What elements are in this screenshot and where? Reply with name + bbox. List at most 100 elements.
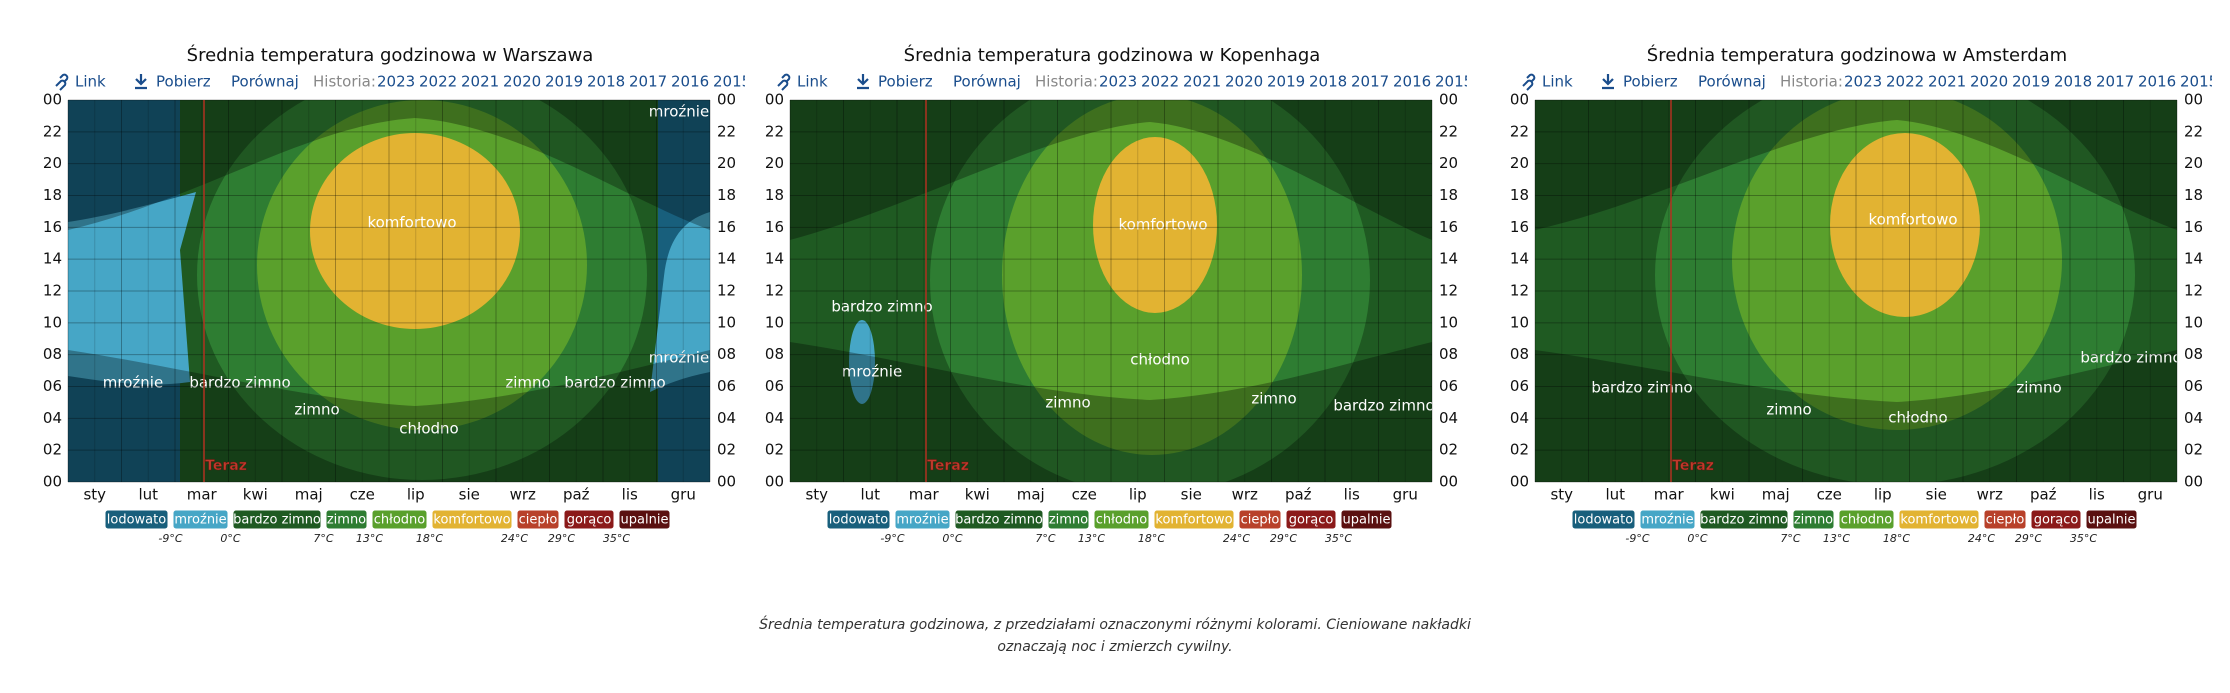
- y-tick-label: 20: [43, 154, 62, 172]
- threshold-label: 24°C: [1968, 532, 1995, 545]
- region-label: zimno: [1045, 394, 1090, 412]
- threshold-label: 18°C: [1883, 532, 1910, 545]
- history-year[interactable]: 2019: [2012, 73, 2050, 91]
- y-tick-label: 00: [1510, 91, 1529, 109]
- history-year[interactable]: 2019: [545, 73, 583, 91]
- legend-swatch: [1285, 509, 1337, 530]
- toolbar-compare[interactable]: Porównaj: [231, 73, 299, 91]
- history-year[interactable]: 2018: [2054, 73, 2092, 91]
- download-icon: [1602, 74, 1614, 90]
- history-label: Historia:: [1780, 73, 1843, 91]
- y2-tick-label: 18: [717, 186, 736, 204]
- legend-swatch: [563, 509, 615, 530]
- x-tick-label: paź: [1285, 486, 1312, 504]
- history-year[interactable]: 2019: [1267, 73, 1305, 91]
- history-year[interactable]: 2016: [671, 73, 709, 91]
- y-tick-label: 12: [765, 282, 784, 300]
- y2-tick-label: 16: [1439, 218, 1458, 236]
- history-year[interactable]: 2020: [1225, 73, 1263, 91]
- history-year[interactable]: 2022: [1141, 73, 1179, 91]
- history-year[interactable]: 2021: [1183, 73, 1221, 91]
- x-tick-label: sty: [83, 486, 106, 504]
- x-tick-label: mar: [187, 486, 218, 504]
- legend-swatch: [1792, 509, 1835, 530]
- x-tick-label: cze: [350, 486, 375, 504]
- download-icon: [135, 74, 147, 90]
- history-year[interactable]: 2018: [1309, 73, 1347, 91]
- history-year[interactable]: 2017: [2096, 73, 2134, 91]
- download-icon: [857, 74, 869, 90]
- legend-swatch: [1983, 509, 2027, 530]
- legend-label: bardzo zimno: [955, 513, 1043, 528]
- toolbar-link[interactable]: Link: [797, 73, 828, 91]
- history-year[interactable]: 2023: [1099, 73, 1137, 91]
- legend-label: lodowato: [829, 513, 888, 528]
- legend-label: ciepło: [1241, 513, 1280, 528]
- history-year[interactable]: 2015: [1435, 73, 1473, 91]
- history-year[interactable]: 2023: [1844, 73, 1882, 91]
- history-year[interactable]: 2015: [713, 73, 751, 91]
- toolbar-link[interactable]: Link: [75, 73, 106, 91]
- chart-panel: bardzo zimno mroźnie zimno chłodno komfo…: [722, 0, 1473, 580]
- legend-label: chłodno: [1841, 513, 1893, 528]
- y2-tick-label: 00: [717, 91, 736, 109]
- y-tick-label: 14: [765, 250, 784, 268]
- y-tick-label: 18: [1510, 186, 1529, 204]
- y2-tick-label: 06: [1439, 377, 1458, 395]
- history-year[interactable]: 2016: [2138, 73, 2176, 91]
- history-year[interactable]: 2020: [1970, 73, 2008, 91]
- legend-swatch: [1898, 509, 1980, 530]
- y2-tick-label: 04: [2184, 409, 2203, 427]
- legend-swatch: [1093, 509, 1150, 530]
- history-year[interactable]: 2022: [419, 73, 457, 91]
- history-year[interactable]: 2021: [1928, 73, 1966, 91]
- region-label: chłodno: [399, 420, 458, 438]
- legend-label: upalnie: [1343, 513, 1391, 528]
- toolbar-compare[interactable]: Porównaj: [953, 73, 1021, 91]
- toolbar-link[interactable]: Link: [1542, 73, 1573, 91]
- y-tick-label: 22: [765, 122, 784, 140]
- history-year[interactable]: 2018: [587, 73, 625, 91]
- y2-tick-label: 12: [717, 282, 736, 300]
- x-tick-label: lut: [1605, 486, 1625, 504]
- history-year[interactable]: 2023: [377, 73, 415, 91]
- history-year[interactable]: 2020: [503, 73, 541, 91]
- y2-tick-label: 10: [1439, 313, 1458, 331]
- y-tick-label: 10: [43, 313, 62, 331]
- legend-label: komfortowo: [433, 513, 510, 528]
- x-tick-label: paź: [563, 486, 590, 504]
- history-year[interactable]: 2015: [2180, 73, 2218, 91]
- threshold-label: 18°C: [416, 532, 443, 545]
- now-label: Teraz: [205, 458, 247, 474]
- threshold-label: 24°C: [501, 532, 528, 545]
- history-year[interactable]: 2017: [1351, 73, 1389, 91]
- region-label: chłodno: [1888, 409, 1947, 427]
- x-tick-label: cze: [1817, 486, 1842, 504]
- chart-panel: bardzo zimno zimno chłodno komfortowo zi…: [1467, 0, 2218, 580]
- legend-swatch: [826, 509, 891, 530]
- y2-tick-label: 16: [2184, 218, 2203, 236]
- region-label: zimno: [2016, 379, 2061, 397]
- toolbar-download[interactable]: Pobierz: [156, 73, 211, 91]
- history-label: Historia:: [1035, 73, 1098, 91]
- toolbar-download[interactable]: Pobierz: [878, 73, 933, 91]
- legend-label: lodowato: [1574, 513, 1633, 528]
- y-tick-label: 14: [43, 250, 62, 268]
- x-tick-label: lip: [407, 486, 425, 504]
- legend-swatch: [431, 509, 513, 530]
- toolbar-download[interactable]: Pobierz: [1623, 73, 1678, 91]
- x-tick-label: gru: [1393, 486, 1418, 504]
- x-tick-label: sie: [1181, 486, 1202, 504]
- y-tick-label: 02: [1510, 441, 1529, 459]
- threshold-label: 35°C: [603, 532, 630, 545]
- y2-tick-label: 20: [717, 154, 736, 172]
- history-year[interactable]: 2016: [1393, 73, 1431, 91]
- y2-tick-label: 00: [2184, 473, 2203, 491]
- history-year[interactable]: 2017: [629, 73, 667, 91]
- x-tick-label: lis: [2089, 486, 2105, 504]
- x-tick-label: lip: [1129, 486, 1147, 504]
- toolbar-compare[interactable]: Porównaj: [1698, 73, 1766, 91]
- history-year[interactable]: 2022: [1886, 73, 1924, 91]
- history-year[interactable]: 2021: [461, 73, 499, 91]
